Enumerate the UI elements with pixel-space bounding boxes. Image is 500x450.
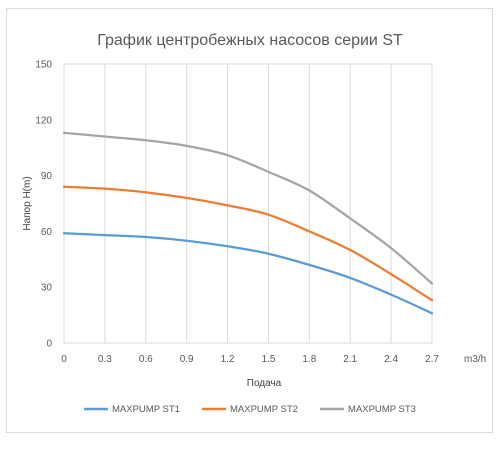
x-tick-label: 1.8 [302,354,316,365]
legend-label: MAXPUMP ST3 [348,404,416,415]
series-line-1 [62,232,434,315]
y-tick-label: 90 [41,171,53,182]
x-tick-label: 2.7 [425,354,439,365]
y-tick-label: 30 [41,283,53,294]
x-tick-label: 0 [61,354,67,365]
legend-label: MAXPUMP ST2 [230,404,298,415]
y-tick-label: 0 [46,339,52,350]
grid-layer [63,63,433,343]
x-tick-label: 1.5 [261,354,275,365]
y-tick-label: 60 [41,227,53,238]
legend: MAXPUMP ST1 MAXPUMP ST2 MAXPUMP ST3 [84,404,416,415]
x-tick-label: 2.1 [343,354,357,365]
series-line-2 [62,185,434,302]
y-axis-label: Напор H(m) [22,176,33,230]
x-axis-label: Подача [247,378,282,389]
series-layer [62,131,434,315]
axis-layer: 0 30 60 90 120 150 0 0.3 0.6 0.9 1.2 1.5 1.8 2.1 2.4 2.… [35,60,439,366]
x-tick-label: 2.4 [384,354,398,365]
y-tick-label: 120 [35,115,52,126]
chart-frame [6,8,493,433]
x-tick-label: 0.9 [180,354,194,365]
x-tick-label: 1.2 [221,354,235,365]
chart-title: График центробежных насосов серии ST [97,32,403,49]
x-tick-label: 0.3 [98,354,112,365]
series-line-3 [62,131,434,285]
x-axis-unit: m3/h [464,354,486,365]
x-tick-label: 0.6 [139,354,153,365]
y-tick-label: 150 [35,60,52,71]
legend-label: MAXPUMP ST1 [112,404,180,415]
